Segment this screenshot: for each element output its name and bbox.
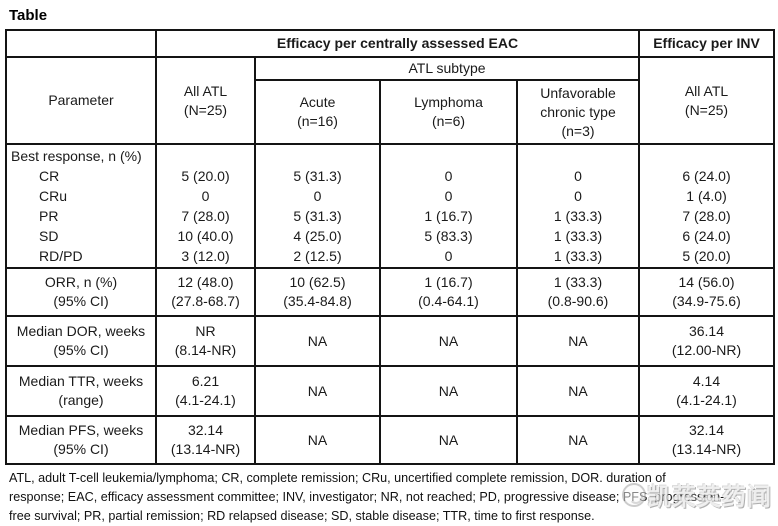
cell-value: 32.14 (13.14-NR)	[155, 415, 256, 465]
cell-value: 5 (20.0)	[682, 248, 731, 264]
best-response-col-all-atl-inv: 6 (24.0) 1 (4.0) 7 (28.0) 6 (24.0) 5 (20…	[638, 143, 775, 269]
cell-value: 5 (31.3)	[293, 208, 342, 224]
header-unfavorable-chronic: Unfavorable chronic type (n=3)	[516, 79, 640, 145]
cell-value: 7 (28.0)	[181, 208, 230, 224]
cell-value: 3 (12.0)	[181, 248, 230, 264]
cell-value: 0	[574, 168, 582, 184]
cell-value: 2 (12.5)	[293, 248, 342, 264]
table-row-pfs: Median PFS, weeks (95% CI) 32.14 (13.14-…	[5, 415, 775, 465]
cell-value: 1 (16.7) (0.4-64.1)	[379, 267, 518, 317]
table-row-dor: Median DOR, weeks (95% CI) NR (8.14-NR) …	[5, 315, 775, 367]
best-response-col-lymphoma: 0 0 1 (16.7) 5 (83.3) 0	[379, 143, 518, 269]
header-all-atl-eac: All ATL (N=25)	[155, 56, 256, 145]
row-sublabel-cr: CR	[39, 168, 60, 184]
footnote-line: ATL, adult T-cell leukemia/lymphoma; CR,…	[9, 471, 666, 485]
header-eac-group: Efficacy per centrally assessed EAC	[155, 29, 640, 58]
cell-value: 5 (83.3)	[424, 228, 473, 244]
cell-value: NA	[516, 365, 640, 417]
best-response-col-unfavorable: 0 0 1 (33.3) 1 (33.3) 1 (33.3)	[516, 143, 640, 269]
header-lymphoma: Lymphoma (n=6)	[379, 79, 518, 145]
cell-value: NA	[379, 315, 518, 367]
cell-value: NA	[254, 315, 381, 367]
footnote-line: free survival; PR, partial remission; RD…	[9, 509, 595, 523]
efficacy-table: Efficacy per centrally assessed EAC Effi…	[5, 29, 775, 465]
header-row-subtype: Parameter All ATL (N=25) ATL subtype All…	[5, 56, 775, 145]
cell-value: NA	[254, 415, 381, 465]
table-row-best-response: Best response, n (%) CR CRu PR SD RD/PD …	[5, 143, 775, 269]
cell-value: 4 (25.0)	[293, 228, 342, 244]
header-empty-cell	[5, 29, 157, 58]
table-footnote: ATL, adult T-cell leukemia/lymphoma; CR,…	[9, 469, 778, 526]
cell-value: 36.14 (12.00-NR)	[638, 315, 775, 367]
row-sublabel-cru: CRu	[39, 188, 68, 204]
cell-value: 1 (16.7)	[424, 208, 473, 224]
table-row-ttr: Median TTR, weeks (range) 6.21 (4.1-24.1…	[5, 365, 775, 417]
cell-value: 5 (31.3)	[293, 168, 342, 184]
cell-value: 0	[444, 188, 453, 204]
row-sublabel-pr: PR	[39, 208, 59, 224]
page-title: Table	[9, 7, 48, 24]
cell-value: NA	[379, 415, 518, 465]
row-label: Best response, n (%)	[11, 148, 142, 164]
cell-value: NA	[254, 365, 381, 417]
row-label: Median PFS, weeks (95% CI)	[5, 415, 157, 465]
cell-value: 0	[313, 188, 322, 204]
cell-value: 10 (62.5) (35.4-84.8)	[254, 267, 381, 317]
cell-value: 0	[574, 188, 582, 204]
footnote-line: response; EAC, efficacy assessment commi…	[9, 490, 725, 504]
header-row-groups: Efficacy per centrally assessed EAC Effi…	[5, 29, 775, 58]
cell-value: 6 (24.0)	[682, 168, 731, 184]
cell-value: NA	[516, 415, 640, 465]
table-row-orr: ORR, n (%) (95% CI) 12 (48.0) (27.8-68.7…	[5, 267, 775, 317]
cell-value: NA	[379, 365, 518, 417]
best-response-col-acute: 5 (31.3) 0 5 (31.3) 4 (25.0) 2 (12.5)	[254, 143, 381, 269]
cell-value: 1 (33.3)	[553, 248, 603, 264]
cell-value: 7 (28.0)	[682, 208, 731, 224]
cell-value: 1 (33.3)	[553, 208, 603, 224]
row-sublabel-rdpd: RD/PD	[39, 248, 83, 264]
cell-value: 0	[444, 168, 453, 184]
cell-value: 10 (40.0)	[177, 228, 234, 244]
header-inv-group: Efficacy per INV	[638, 29, 775, 58]
header-parameter: Parameter	[5, 56, 157, 145]
cell-value: 12 (48.0) (27.8-68.7)	[155, 267, 256, 317]
cell-value: 4.14 (4.1-24.1)	[638, 365, 775, 417]
cell-value: 1 (33.3) (0.8-90.6)	[516, 267, 640, 317]
cell-value: 6 (24.0)	[682, 228, 731, 244]
cell-value: 14 (56.0) (34.9-75.6)	[638, 267, 775, 317]
header-acute: Acute (n=16)	[254, 79, 381, 145]
cell-value: 1 (4.0)	[686, 188, 727, 204]
cell-value: 32.14 (13.14-NR)	[638, 415, 775, 465]
header-row-cohorts: Acute (n=16) Lymphoma (n=6) Unfavorable …	[6, 79, 774, 145]
cell-value: 0	[201, 188, 210, 204]
cell-value: NA	[516, 315, 640, 367]
best-response-col-all-atl-eac: 5 (20.0) 0 7 (28.0) 10 (40.0) 3 (12.0)	[155, 143, 256, 269]
header-all-atl-inv: All ATL (N=25)	[638, 56, 775, 145]
row-label: Median DOR, weeks (95% CI)	[5, 315, 157, 367]
best-response-labels: Best response, n (%) CR CRu PR SD RD/PD	[5, 143, 157, 269]
row-label: ORR, n (%) (95% CI)	[5, 267, 157, 317]
cell-value: NR (8.14-NR)	[155, 315, 256, 367]
row-sublabel-sd: SD	[39, 228, 59, 244]
cell-value: 0	[444, 248, 453, 264]
cell-value: 1 (33.3)	[553, 228, 603, 244]
row-label: Median TTR, weeks (range)	[5, 365, 157, 417]
cell-value: 5 (20.0)	[181, 168, 230, 184]
header-atl-subtype: ATL subtype	[254, 56, 640, 81]
cell-value: 6.21 (4.1-24.1)	[155, 365, 256, 417]
